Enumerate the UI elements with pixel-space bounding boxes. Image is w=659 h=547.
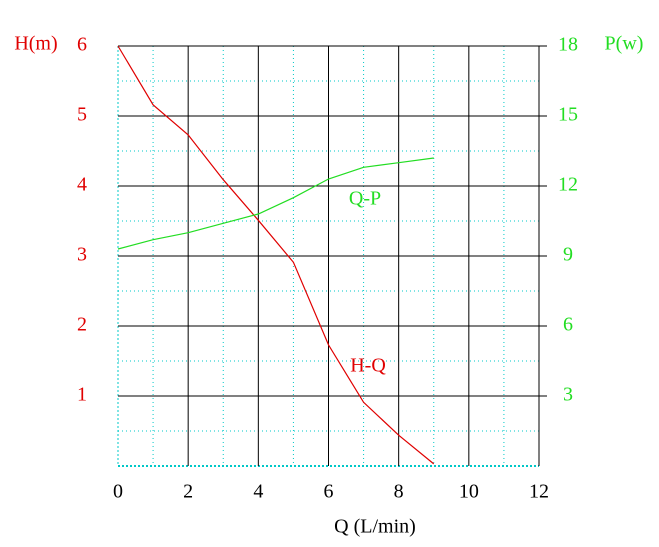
y-tick-label: 3 (77, 244, 87, 266)
y-axis-label: H(m) (14, 33, 57, 55)
x-tick-label: 6 (324, 481, 334, 503)
y-tick-label: 1 (77, 384, 87, 406)
series-line (117, 45, 435, 465)
series-label: Q-P (349, 188, 381, 210)
x-tick-label: 12 (529, 481, 549, 503)
y2-tick-label: 9 (563, 244, 573, 266)
x-tick-label: 4 (253, 481, 263, 503)
y2-tick-label: 3 (563, 384, 573, 406)
y2-tick-label: 12 (558, 174, 578, 196)
x-tick-label: 0 (113, 481, 123, 503)
x-tick-label: 2 (183, 481, 193, 503)
y2-tick-label: 15 (558, 104, 578, 126)
y-tick-label: 2 (77, 314, 87, 336)
y2-axis-label: P(w) (605, 33, 644, 55)
y-tick-label: 6 (77, 34, 87, 56)
series-label: H-Q (350, 355, 386, 377)
x-axis-label: Q (L/min) (334, 516, 416, 538)
y-tick-label: 5 (77, 104, 87, 126)
x-tick-label: 8 (394, 481, 404, 503)
y2-tick-label: 18 (558, 34, 578, 56)
x-tick-label: 10 (459, 481, 479, 503)
y2-tick-label: 6 (563, 314, 573, 336)
series-line (117, 157, 434, 250)
y-tick-label: 4 (77, 174, 87, 196)
